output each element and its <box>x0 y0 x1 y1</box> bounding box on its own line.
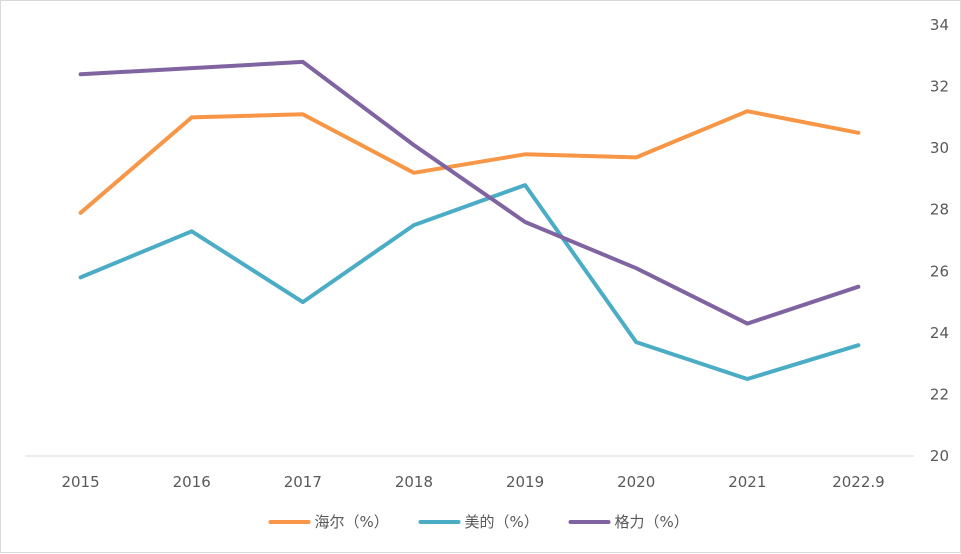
x-tick-label: 2021 <box>728 473 766 491</box>
x-tick-label: 2020 <box>617 473 655 491</box>
series-line-1 <box>78 109 861 215</box>
y-tick-label: 28 <box>930 201 949 219</box>
y-tick-label: 24 <box>930 324 949 342</box>
y-tick-label: 26 <box>930 262 949 280</box>
x-tick-label: 2017 <box>284 473 322 491</box>
legend: 海尔（%） 美的（%） 格力（%） <box>268 513 689 531</box>
y-tick-label: 22 <box>930 385 949 403</box>
series-line-2 <box>78 183 861 381</box>
x-tick-label: 2016 <box>173 473 211 491</box>
x-tick-label: 2018 <box>395 473 433 491</box>
series-lines <box>78 59 861 381</box>
legend-label-3: 格力（%） <box>615 513 689 531</box>
y-tick-label: 20 <box>930 447 949 465</box>
y-axis-tick-labels: 20 22 24 26 28 30 32 34 <box>930 16 949 465</box>
y-tick-label: 30 <box>930 139 949 157</box>
series-line-3 <box>78 59 861 326</box>
legend-label-2: 美的（%） <box>465 513 539 531</box>
legend-label-1: 海尔（%） <box>315 513 389 531</box>
y-tick-label: 34 <box>930 16 949 34</box>
x-tick-label: 2019 <box>506 473 544 491</box>
x-tick-label: 2015 <box>61 473 99 491</box>
x-tick-label: 2022.9 <box>832 473 885 491</box>
y-tick-label: 32 <box>930 78 949 96</box>
x-axis-tick-labels: 2015 2016 2017 2018 2019 2020 2021 2022.9 <box>61 473 884 491</box>
